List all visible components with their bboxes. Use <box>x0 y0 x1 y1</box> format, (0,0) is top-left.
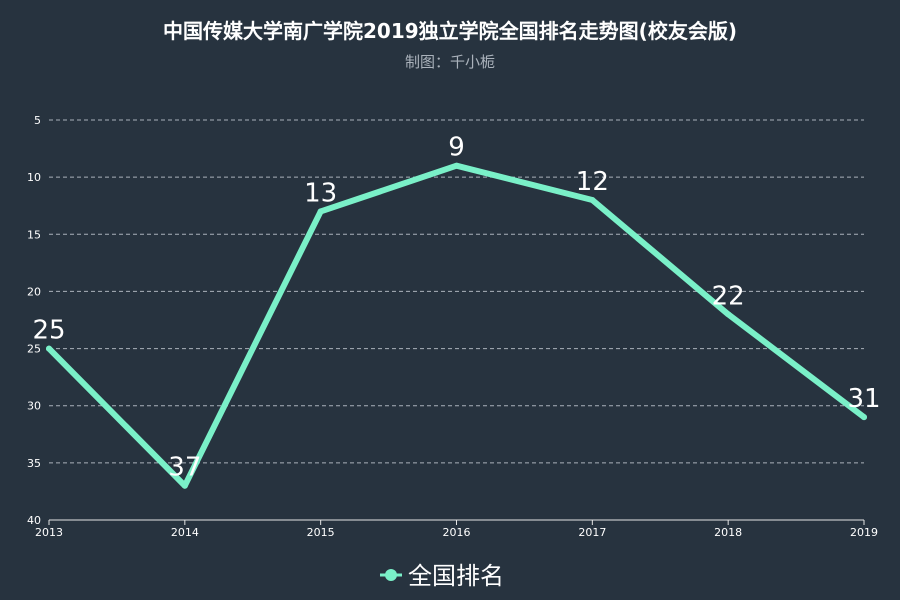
chart-subtitle: 制图：千小栀 <box>405 53 495 71</box>
x-axis: 2013 2014 2015 2016 2017 2018 2019 <box>35 519 878 539</box>
data-point-2015[interactable] <box>317 208 324 215</box>
data-labels: 25 37 13 9 12 22 31 <box>32 133 880 483</box>
data-label-2018: 22 <box>712 281 745 311</box>
legend[interactable]: 全国排名 <box>380 562 504 590</box>
y-tick-label-7: 40 <box>27 514 41 527</box>
x-tick-label-0: 2013 <box>35 526 63 539</box>
series-line-national-rank <box>46 162 867 489</box>
data-label-2017: 12 <box>576 167 609 197</box>
data-label-2019: 31 <box>847 384 880 414</box>
data-point-2014[interactable] <box>181 482 188 489</box>
data-point-2018[interactable] <box>725 311 732 318</box>
series-group <box>46 162 867 489</box>
y-tick-label-6: 35 <box>27 457 41 470</box>
legend-label-national-rank: 全国排名 <box>408 562 504 590</box>
grid-lines <box>49 119 864 464</box>
y-tick-label-5: 30 <box>27 400 41 413</box>
legend-marker-dot <box>385 569 397 581</box>
x-tick-label-3: 2016 <box>443 526 471 539</box>
y-tick-label-3: 20 <box>27 285 41 298</box>
x-tick-label-6: 2019 <box>850 526 878 539</box>
data-label-2015: 13 <box>304 178 337 208</box>
x-tick-label-5: 2018 <box>714 526 742 539</box>
y-tick-label-0: 5 <box>34 114 41 127</box>
x-tick-label-2: 2015 <box>307 526 335 539</box>
y-axis: 5 10 15 20 25 30 35 40 <box>27 114 41 527</box>
chart-title: 中国传媒大学南广学院2019独立学院全国排名走势图(校友会版) <box>163 19 737 43</box>
data-label-2014: 37 <box>168 453 201 483</box>
x-tick-label-4: 2017 <box>578 526 606 539</box>
y-tick-label-4: 25 <box>27 343 41 356</box>
data-label-2016: 9 <box>448 133 465 163</box>
x-tick-label-1: 2014 <box>171 526 199 539</box>
y-tick-label-2: 15 <box>27 228 41 241</box>
data-point-2013[interactable] <box>46 345 52 352</box>
data-label-2013: 25 <box>32 316 65 346</box>
data-point-2017[interactable] <box>589 197 596 203</box>
y-tick-label-1: 10 <box>27 171 41 184</box>
data-point-2019[interactable] <box>861 414 867 421</box>
data-point-2016[interactable] <box>453 162 460 169</box>
